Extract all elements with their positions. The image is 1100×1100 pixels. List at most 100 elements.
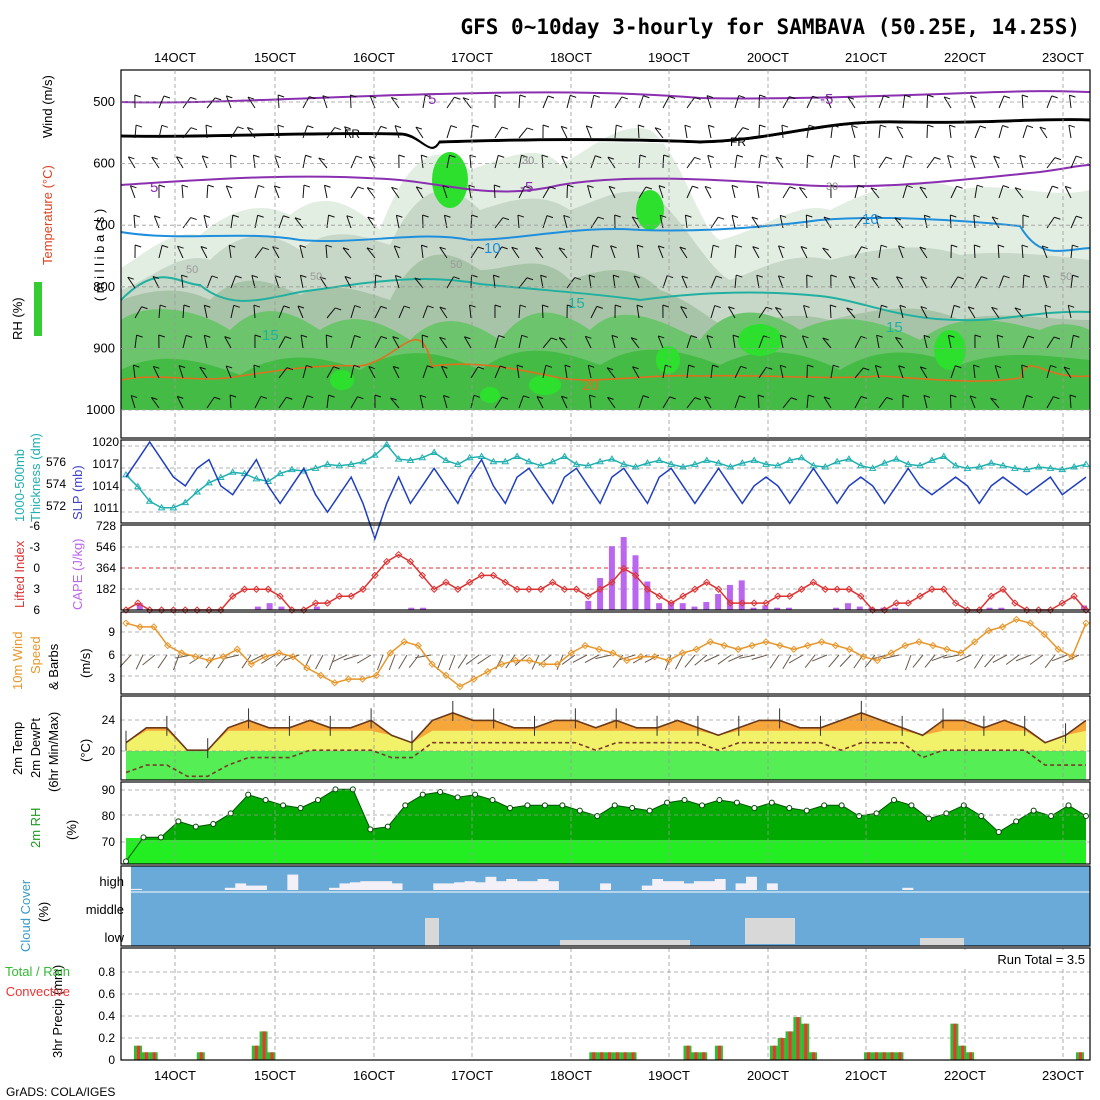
wind-barb [468, 185, 472, 199]
thickness-line-marker [216, 473, 225, 481]
contour-label: 30 [522, 155, 534, 167]
wind-barb [470, 274, 473, 289]
wind-barb [566, 184, 569, 199]
wind-barb [152, 276, 160, 289]
wind-barb-flag [441, 365, 448, 369]
cloud-high-bar [433, 883, 445, 890]
wind-barb [470, 246, 479, 259]
lifted-index-line-marker [394, 550, 403, 559]
thickness-line-marker [584, 461, 593, 469]
wind-barb [462, 97, 472, 109]
lifted-index-line-marker [465, 578, 474, 587]
wind-barb [350, 396, 358, 409]
thickness-line-marker [347, 460, 356, 467]
wind-barb [662, 396, 671, 409]
wind-barb-flag [902, 394, 910, 398]
wind-barb-flag [833, 154, 841, 158]
contour-label: 50 [450, 259, 462, 271]
wind-barb [779, 215, 784, 229]
wind-barb [731, 215, 736, 229]
wind-barb [1019, 155, 1024, 169]
wind-barb-flag [636, 304, 644, 308]
wind-barb-flag [587, 185, 594, 188]
cloud-level-middle: middle [86, 902, 124, 917]
rh-marker [349, 786, 356, 793]
wind-barb-flag [299, 244, 306, 248]
wind-barb-flag [957, 276, 964, 280]
rh-high-spot [738, 324, 782, 356]
wind-barb [851, 125, 856, 139]
wind-barb-flag [342, 247, 350, 251]
wind-speed-line-marker [1068, 653, 1076, 661]
rh-marker [786, 805, 793, 811]
wind-speed-line-marker [984, 626, 993, 635]
thickness-line-marker [145, 497, 154, 504]
pressure-tick: 600 [93, 156, 115, 171]
wind-barb-flag [616, 124, 623, 128]
wind-barb [415, 186, 424, 199]
wind-barb-flag [366, 247, 374, 251]
wind-barb [970, 155, 976, 169]
cloud-high-bar [600, 883, 611, 890]
wind-barb-flag [230, 154, 237, 158]
wind-barb-flag [883, 95, 890, 99]
wind10m-frame [120, 611, 1091, 695]
wind-barb-flag [658, 185, 666, 189]
cloud-high-bar [537, 879, 549, 890]
wind-barb [829, 304, 832, 319]
wind-barb-flag [778, 275, 785, 279]
wind-barb-flag [369, 155, 376, 159]
wind-barb [800, 246, 808, 259]
wind-barb [734, 95, 740, 109]
wind-barb [896, 276, 904, 289]
thickness-line-marker [418, 453, 427, 461]
rh-marker [925, 815, 932, 822]
wind-barb-flag [181, 274, 188, 278]
rh-marker [646, 807, 653, 814]
rh-marker [123, 858, 129, 865]
rh-marker [297, 805, 304, 811]
wind-barb-flag [328, 394, 335, 398]
wind-barb-flag [943, 96, 951, 100]
thickness-line-marker [691, 460, 699, 467]
wind-barb-flag [613, 274, 620, 278]
rh-marker [664, 799, 671, 806]
wind-barb [415, 126, 424, 139]
wind-barb-flag [133, 364, 140, 368]
cape-tick: 182 [96, 582, 116, 596]
rh-marker [594, 813, 601, 819]
wind-barb-flag [597, 216, 605, 220]
thickness-line-marker [702, 456, 711, 463]
slp-tick: 1011 [93, 501, 119, 515]
wind-barb-flag [871, 276, 878, 280]
rh-marker [1065, 802, 1072, 809]
wind-barb [134, 335, 138, 349]
wind-barb-flag [934, 156, 941, 160]
wind-barb-flag [607, 156, 615, 160]
surface-wind-barb [376, 654, 384, 671]
wind-barb [782, 397, 792, 409]
wind-barb-flag [521, 154, 528, 158]
wind-barb [751, 216, 760, 229]
wind-barb [997, 244, 1000, 259]
wind-barb [926, 157, 935, 169]
wind-barb-flag [694, 96, 701, 100]
footer-credit: GrADS: COLA/IGES [6, 1085, 115, 1099]
wind-barb-flag [790, 397, 798, 401]
wind-barb-flag [880, 124, 887, 128]
wind-barb-flag [849, 275, 856, 279]
wind-barb-flag [775, 306, 782, 310]
wind-barb-flag [757, 394, 765, 398]
wind-barb-flag [540, 274, 547, 278]
wind-barb [176, 156, 184, 169]
surface-wind-barb [223, 654, 240, 660]
wind-barb [686, 397, 696, 409]
surface-wind-barb [328, 654, 336, 671]
wind-barb-flag [570, 94, 577, 98]
wind10m-unit: (m/s) [78, 648, 93, 678]
wind-barb [830, 125, 834, 139]
wind-barb-flag [214, 97, 222, 101]
wind-barb [374, 306, 382, 319]
wind-barb-flag [414, 277, 421, 281]
thickness-line-marker [797, 453, 806, 461]
